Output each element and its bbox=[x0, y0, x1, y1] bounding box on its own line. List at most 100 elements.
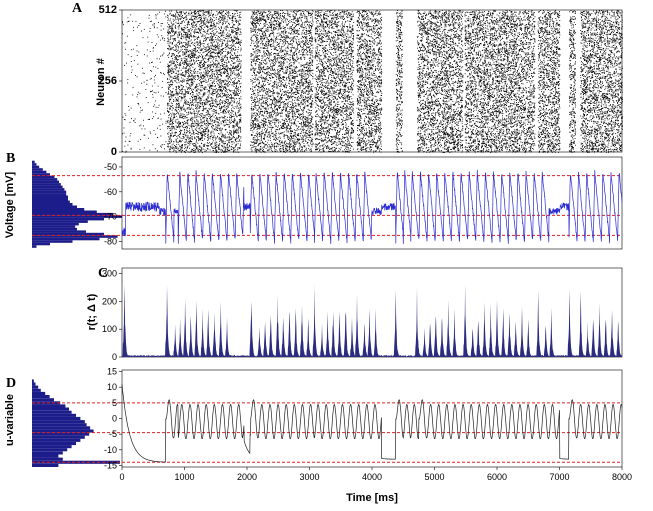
spike-dot bbox=[194, 11, 196, 13]
spike-dot bbox=[220, 80, 221, 82]
spike-dot bbox=[219, 148, 220, 150]
spike-dot bbox=[216, 35, 218, 36]
spike-dot bbox=[224, 61, 225, 63]
spike-dot bbox=[174, 38, 175, 40]
spike-dot bbox=[223, 29, 225, 31]
spike-dot bbox=[189, 85, 191, 87]
spike-dot bbox=[199, 14, 201, 16]
spike-dot bbox=[204, 134, 206, 135]
spike-dot bbox=[233, 142, 235, 144]
spike-dot bbox=[177, 126, 179, 128]
spike-dot bbox=[231, 29, 233, 31]
spike-dot bbox=[183, 86, 184, 87]
spike-dot bbox=[179, 107, 181, 109]
spike-dot bbox=[264, 92, 266, 94]
spike-dot bbox=[161, 35, 163, 37]
spike-dot bbox=[175, 138, 177, 140]
spike-dot bbox=[218, 48, 220, 49]
spike-dot bbox=[200, 113, 202, 114]
spike-dot bbox=[203, 43, 205, 45]
spike-dot bbox=[174, 145, 175, 146]
spike-dot bbox=[168, 115, 170, 116]
spike-dot bbox=[219, 119, 220, 121]
spike-dot bbox=[202, 56, 204, 57]
spike-dot bbox=[202, 105, 204, 107]
spike-dot bbox=[232, 82, 233, 83]
spike-dot bbox=[253, 93, 255, 94]
spike-dot bbox=[259, 47, 261, 49]
spike-dot bbox=[151, 62, 152, 63]
spike-dot bbox=[136, 55, 138, 56]
spike-dot bbox=[203, 80, 205, 82]
spike-dot bbox=[204, 143, 206, 145]
spike-dot bbox=[194, 21, 196, 23]
spike-dot bbox=[221, 13, 223, 15]
spike-dot bbox=[171, 97, 173, 99]
spike-dot bbox=[210, 85, 211, 87]
spike-dot bbox=[238, 136, 239, 137]
spike-dot bbox=[216, 101, 218, 103]
spike-dot bbox=[198, 92, 200, 94]
spike-dot bbox=[225, 105, 227, 107]
spike-dot bbox=[187, 44, 189, 45]
spike-dot bbox=[238, 107, 240, 109]
spike-dot bbox=[170, 80, 171, 82]
spike-dot bbox=[210, 68, 212, 70]
spike-dot bbox=[235, 114, 237, 116]
spike-dot bbox=[170, 127, 172, 129]
spike-dot bbox=[184, 110, 186, 111]
spike-dot bbox=[174, 26, 176, 28]
spike-dot bbox=[271, 73, 272, 75]
spike-dot bbox=[261, 88, 263, 90]
spike-dot bbox=[263, 113, 265, 114]
spike-dot bbox=[203, 60, 205, 62]
spike-dot bbox=[254, 100, 255, 102]
spike-dot bbox=[213, 147, 215, 149]
spike-dot bbox=[223, 147, 225, 149]
spike-dot bbox=[132, 20, 134, 22]
spike-dot bbox=[220, 121, 222, 123]
spike-dot bbox=[199, 63, 201, 64]
spike-dot bbox=[229, 131, 230, 133]
spike-dot bbox=[261, 97, 263, 98]
spike-dot bbox=[230, 17, 232, 19]
spike-dot bbox=[228, 61, 230, 63]
spike-dot bbox=[255, 56, 257, 58]
spike-dot bbox=[175, 49, 176, 51]
spike-dot bbox=[266, 113, 268, 115]
spike-dot bbox=[252, 30, 254, 32]
spike-dot bbox=[194, 18, 196, 20]
spike-dot bbox=[175, 58, 177, 60]
spike-dot bbox=[225, 95, 226, 97]
spike-dot bbox=[184, 117, 186, 119]
spike-dot bbox=[173, 38, 175, 40]
spike-dot bbox=[171, 81, 173, 83]
spike-dot bbox=[188, 42, 189, 44]
spike-dot bbox=[181, 139, 183, 141]
spike-dot bbox=[209, 123, 211, 125]
spike-dot bbox=[236, 102, 237, 104]
spike-dot bbox=[176, 98, 178, 100]
spike-dot bbox=[179, 140, 181, 142]
spike-dot bbox=[197, 28, 199, 30]
spike-dot bbox=[217, 55, 219, 56]
spike-dot bbox=[188, 108, 190, 110]
spike-dot bbox=[226, 146, 228, 148]
spike-dot bbox=[198, 132, 200, 133]
spike-dot bbox=[224, 18, 226, 20]
spike-dot bbox=[190, 78, 192, 79]
spike-dot bbox=[205, 123, 207, 124]
spike-dot bbox=[209, 90, 211, 91]
spike-dot bbox=[202, 133, 204, 135]
spike-dot bbox=[196, 119, 198, 120]
spike-dot bbox=[198, 151, 200, 153]
spike-dot bbox=[206, 103, 208, 105]
spike-dot bbox=[228, 150, 229, 151]
spike-dot bbox=[193, 63, 195, 65]
spike-dot bbox=[174, 75, 176, 77]
spike-dot bbox=[177, 107, 179, 108]
spike-dot bbox=[195, 97, 197, 99]
spike-dot bbox=[261, 67, 263, 69]
spike-dot bbox=[222, 15, 224, 17]
spike-dot bbox=[218, 70, 220, 72]
